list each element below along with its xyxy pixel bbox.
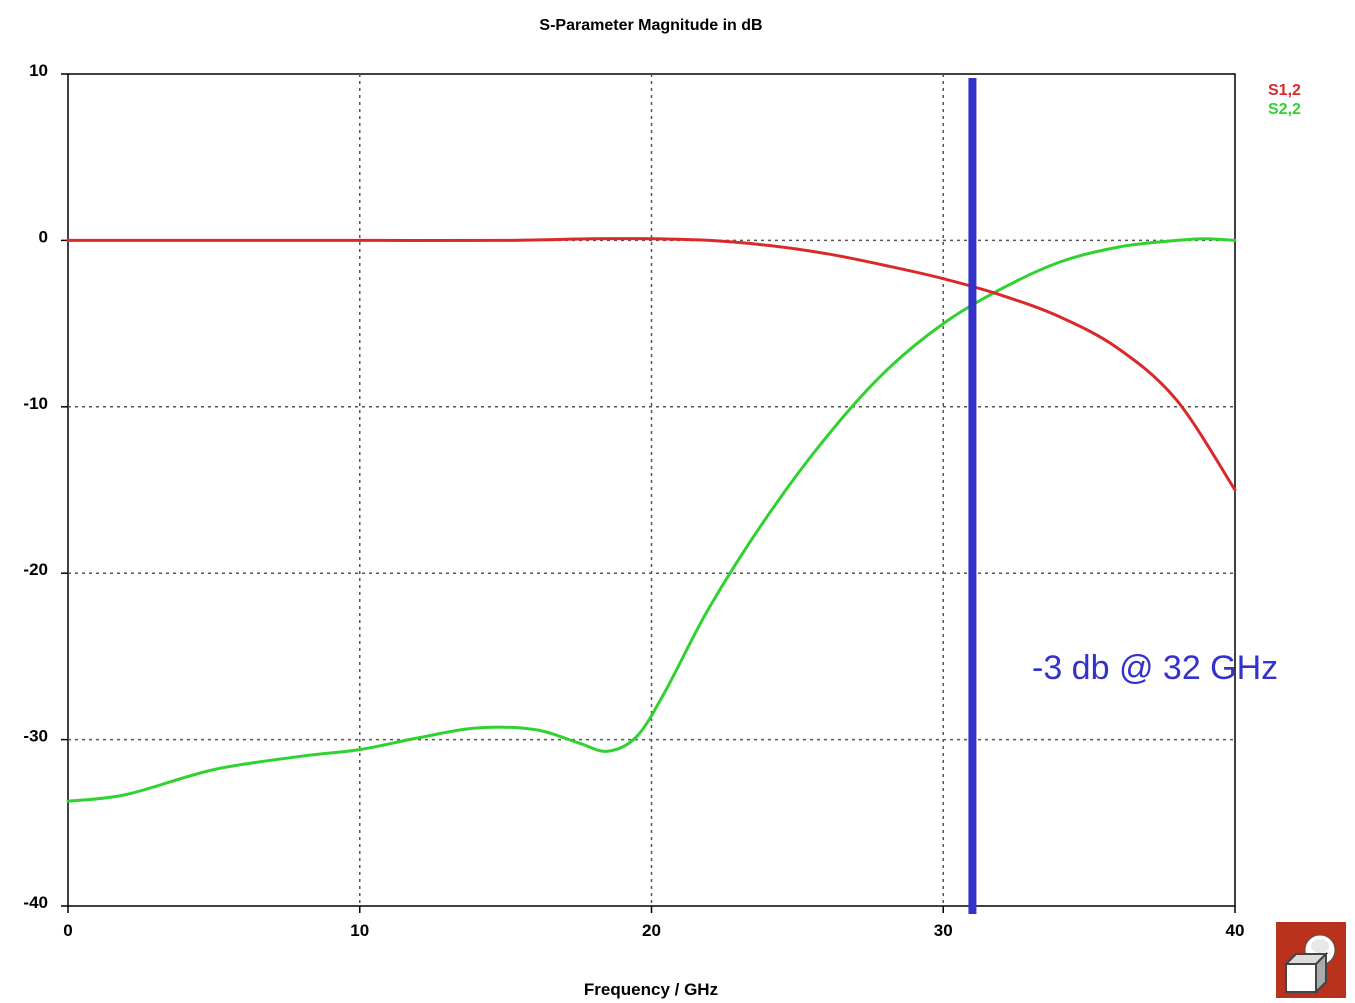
- x-tick-label: 0: [63, 921, 72, 940]
- legend-entry: S1,2: [1268, 82, 1301, 99]
- x-tick-label: 30: [934, 921, 953, 940]
- y-tick-label: -10: [23, 394, 48, 413]
- y-tick-label: 0: [39, 227, 48, 246]
- marker-annotation: -3 db @ 32 GHz: [1032, 649, 1278, 687]
- y-tick-label: -40: [23, 893, 48, 912]
- plot-area: 0 10 20 30 40 10 0 -10 -20 -30 -40 S1,2 S2,2 -3 db @ …: [23, 61, 1301, 940]
- x-axis-label: Frequency / GHz: [584, 980, 718, 999]
- legend-entry: S2,2: [1268, 101, 1301, 118]
- y-tick-label: 10: [29, 61, 48, 80]
- x-tick-label: 40: [1226, 921, 1245, 940]
- series-line-s22: [66, 237, 1237, 803]
- cst-logo-icon: [1276, 922, 1346, 998]
- x-tick-label: 10: [350, 921, 369, 940]
- y-tick-label: -20: [23, 560, 48, 579]
- chart-title: S-Parameter Magnitude in dB: [539, 17, 762, 34]
- y-tick-label: -30: [23, 727, 48, 746]
- series-line-s12: [66, 237, 1237, 492]
- x-tick-label: 20: [642, 921, 661, 940]
